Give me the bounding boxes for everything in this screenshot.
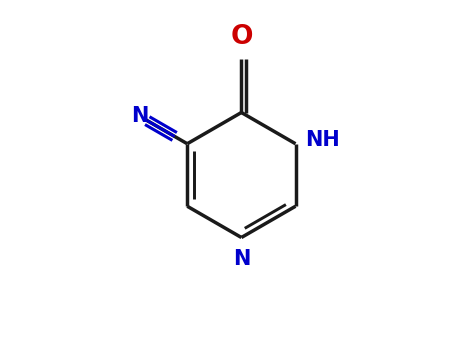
Text: N: N [233, 248, 250, 268]
Text: O: O [230, 24, 253, 50]
Text: N: N [131, 106, 148, 126]
Text: NH: NH [305, 130, 340, 150]
